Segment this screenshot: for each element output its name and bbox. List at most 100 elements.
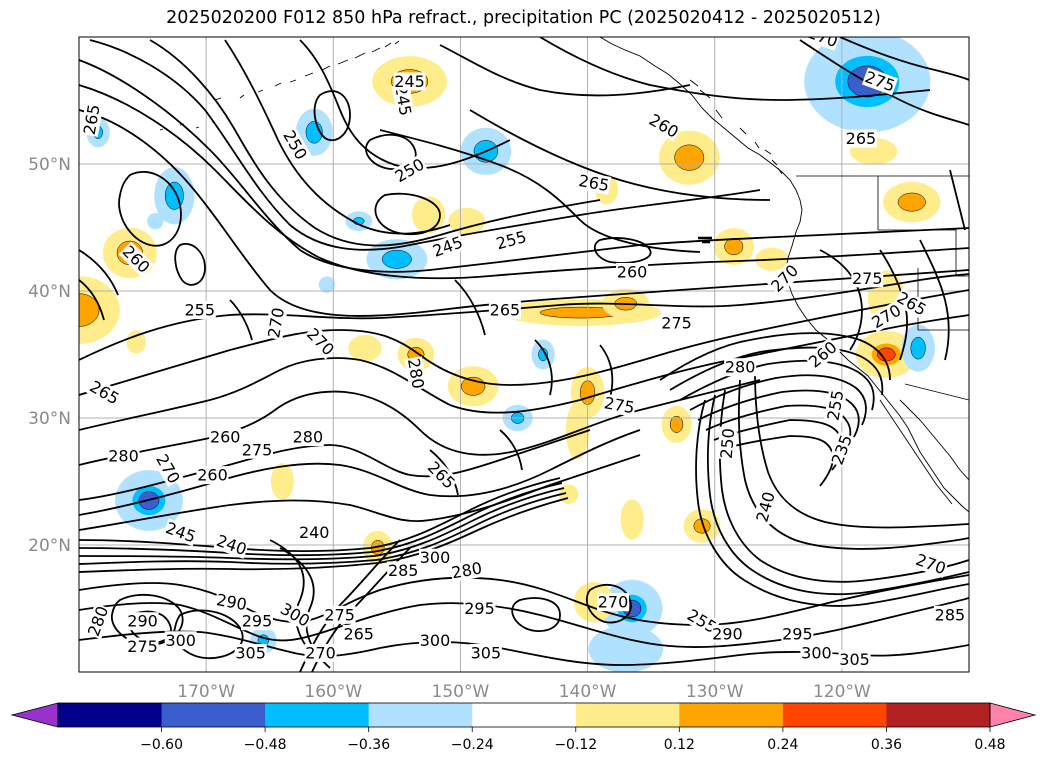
- precip-blob: [661, 405, 692, 443]
- contour-label-gap: [868, 300, 905, 333]
- contour-label-gap: [576, 171, 612, 195]
- contour-label-gap: [711, 624, 744, 643]
- baja-california: [879, 399, 953, 505]
- contour-label: 305: [471, 643, 502, 662]
- contour-label: 275: [324, 605, 355, 624]
- contour-label-gap: [391, 83, 415, 118]
- precip-blob: [620, 499, 644, 540]
- latitude-tick-label: 50°N: [28, 155, 71, 175]
- colorbar-tick-label: 0.48: [974, 737, 1005, 753]
- colorbar-frame: [57, 702, 991, 728]
- map-title: 2025020200 F012 850 hPa refract., precip…: [166, 8, 881, 28]
- colorbar-segment: [782, 703, 887, 727]
- contour-label-gap: [183, 301, 216, 320]
- colorbar-segment: [368, 703, 473, 727]
- contour-label-gap: [800, 643, 833, 662]
- contour-label: 270: [598, 593, 629, 612]
- colorbar-segment: [886, 703, 991, 727]
- contour-label-gap: [597, 593, 629, 612]
- contour-label-gap: [804, 337, 841, 372]
- contour-label-gap: [851, 269, 884, 288]
- colorbar-segment: [575, 703, 680, 727]
- contour-label-gap: [84, 603, 113, 640]
- contour-label-gap: [752, 489, 779, 525]
- contour-label: 265: [490, 301, 521, 320]
- precip-blob: [683, 509, 721, 543]
- contour-label-gap: [302, 324, 339, 360]
- contour-label-gap: [241, 612, 273, 631]
- contour-label-gap: [861, 67, 899, 96]
- colorbar-segment: [265, 703, 370, 727]
- contour-label: 245: [394, 72, 425, 91]
- precip-blob: [348, 334, 382, 362]
- contour-label: 270: [305, 643, 336, 662]
- contour-label: 255: [185, 301, 216, 320]
- precip-blob: [79, 276, 120, 344]
- colorbar-tick-label: −0.48: [244, 737, 287, 753]
- contour-label-gap: [645, 110, 683, 142]
- contour-label: 295: [242, 612, 273, 631]
- contour-label-gap: [912, 550, 949, 578]
- contour-label-gap: [781, 624, 814, 643]
- contour-label-gap: [404, 356, 428, 391]
- contour-label-gap: [323, 605, 356, 624]
- precip-blob: [855, 330, 917, 379]
- contour-label-gap: [304, 643, 337, 662]
- contour-label-gap: [86, 376, 123, 409]
- contour-label: 280: [293, 428, 324, 447]
- precip-blob: [531, 339, 555, 370]
- contour-label-gap: [717, 426, 738, 461]
- contour-label: 290: [127, 612, 158, 631]
- contour-label-gap: [241, 440, 273, 459]
- longitude-tick-label: 160°W: [304, 682, 362, 702]
- contour-label-gap: [724, 358, 757, 377]
- contour-label-gap: [429, 232, 466, 261]
- contour-label-gap: [933, 605, 966, 624]
- contour-label-gap: [213, 531, 250, 559]
- axis-labels: 50°N 40°N 30°N 20°N 170°W 160°W 150°W 140°W 130°…: [28, 155, 871, 702]
- colorbar-segment: [161, 703, 266, 727]
- contour-label-gap: [164, 631, 197, 650]
- colorbar-tick-label: −0.36: [347, 737, 390, 753]
- contour-label-gap: [342, 624, 375, 643]
- contour-label-gap: [469, 643, 502, 662]
- contour-label: 280: [725, 358, 756, 377]
- contour-label: 275: [127, 637, 158, 656]
- latitude-tick-label: 30°N: [28, 409, 71, 429]
- contour-label: 280: [108, 447, 139, 466]
- contour-label: 295: [782, 624, 813, 643]
- precip-blob: [147, 213, 164, 230]
- contour-label-gap: [234, 643, 267, 662]
- precip-blob: [883, 181, 941, 223]
- precip-blob: [901, 324, 935, 372]
- contour-label: 290: [712, 624, 743, 643]
- contour-label-gap: [823, 387, 848, 423]
- longitude-tick-label: 120°W: [813, 682, 871, 702]
- contour-label: 260: [210, 428, 241, 447]
- contour-label-gap: [419, 631, 451, 650]
- contour-label: 300: [420, 631, 451, 650]
- precip-blob: [345, 211, 373, 232]
- colorbar-tick-label: −0.24: [451, 737, 494, 753]
- contour-label-gap: [196, 466, 229, 485]
- contour-label: 260: [617, 262, 648, 281]
- contour-label-gap: [162, 518, 199, 547]
- contour-label-gap: [844, 129, 877, 148]
- contour-label-gap: [419, 548, 451, 567]
- contour-label: 305: [235, 643, 266, 662]
- contour-label-gap: [291, 428, 324, 447]
- contour-label-gap: [493, 227, 530, 254]
- contour-label: 240: [299, 523, 330, 542]
- contour-label-gap: [214, 590, 249, 614]
- colorbar-tick-label: 0.24: [767, 737, 798, 753]
- contour-label-gap: [393, 72, 426, 91]
- contour-label: 260: [197, 466, 228, 485]
- longitude-tick-label: 140°W: [559, 682, 617, 702]
- contour-label-gap: [463, 599, 496, 618]
- contour-label-gap: [827, 431, 856, 468]
- contour-label: 300: [165, 631, 196, 650]
- precip-blob: [447, 366, 499, 407]
- precip-blob: [713, 228, 754, 265]
